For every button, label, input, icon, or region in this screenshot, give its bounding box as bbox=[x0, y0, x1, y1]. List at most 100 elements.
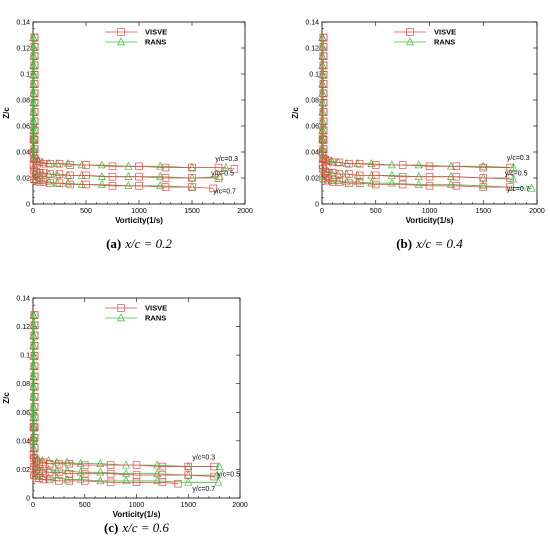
data-point-rans bbox=[96, 476, 105, 485]
curve-annotation: y/c=0.7 bbox=[507, 186, 530, 193]
y-tick-label: 0.1 bbox=[20, 353, 30, 360]
series-line bbox=[321, 34, 514, 180]
data-point-visve bbox=[398, 180, 407, 189]
data-point-visve bbox=[82, 180, 90, 189]
legend-label-visve: VISVE bbox=[434, 28, 456, 37]
data-point-visve bbox=[117, 304, 125, 312]
y-tick-label: 0.14 bbox=[16, 296, 30, 303]
data-point-visve bbox=[30, 175, 38, 184]
data-point-rans bbox=[509, 174, 518, 183]
data-point-visve bbox=[479, 163, 488, 172]
y-tick-label: 0.12 bbox=[305, 46, 319, 53]
curve-annotation: y/c=0.5 bbox=[211, 170, 234, 177]
data-point-visve bbox=[161, 183, 170, 191]
series-line bbox=[321, 34, 514, 168]
data-point-visve bbox=[35, 178, 44, 186]
data-point-visve bbox=[117, 28, 125, 36]
data-point-visve bbox=[106, 461, 115, 469]
series-line bbox=[32, 34, 226, 169]
data-point-visve bbox=[55, 477, 63, 485]
data-point-visve bbox=[324, 157, 333, 165]
data-point-visve bbox=[329, 178, 337, 186]
y-tick-label: 0.02 bbox=[305, 176, 319, 183]
data-point-visve bbox=[425, 172, 434, 181]
data-point-rans bbox=[96, 467, 105, 476]
y-tick-label: 0.04 bbox=[305, 150, 319, 157]
data-point-visve bbox=[345, 159, 353, 168]
series-visve-yc03 bbox=[318, 33, 514, 172]
series-line bbox=[32, 312, 218, 476]
x-tick-label: 0 bbox=[31, 208, 35, 215]
data-point-visve bbox=[452, 182, 461, 190]
x-tick-label: 1500 bbox=[184, 208, 200, 215]
near-wall-profile-band bbox=[321, 35, 324, 159]
data-point-rans bbox=[76, 474, 85, 483]
data-point-visve bbox=[406, 28, 414, 36]
data-point-visve bbox=[55, 170, 64, 178]
curve-annotation: y/c=0.7 bbox=[192, 486, 215, 493]
data-point-visve bbox=[425, 162, 434, 171]
data-point-rans bbox=[387, 160, 396, 169]
caption-text: x/c = 0.2 bbox=[124, 236, 172, 251]
data-point-visve bbox=[46, 159, 54, 168]
series-visve-yc03 bbox=[29, 33, 239, 173]
data-point-visve bbox=[210, 462, 218, 471]
data-point-visve bbox=[324, 169, 333, 177]
data-point-visve bbox=[55, 459, 63, 468]
data-point-rans bbox=[124, 181, 133, 190]
data-point-visve bbox=[318, 161, 327, 169]
series-rans-yc03 bbox=[318, 32, 518, 171]
data-point-visve bbox=[29, 161, 38, 169]
y-tick-label: 0.1 bbox=[20, 72, 30, 79]
series-line bbox=[32, 34, 235, 170]
data-point-rans bbox=[97, 160, 106, 169]
chart-panel-3: 0 0.02 0.04 0.06 0.08 0.1 0.12 0.14 0 500 1000 1500… bbox=[2, 296, 248, 536]
data-point-visve bbox=[66, 161, 74, 169]
data-point-rans bbox=[342, 177, 351, 186]
data-point-visve bbox=[335, 178, 343, 186]
data-point-visve bbox=[35, 169, 44, 177]
y-tick-label: 0.08 bbox=[16, 98, 30, 105]
data-point-rans bbox=[527, 183, 536, 192]
data-point-rans bbox=[414, 179, 423, 188]
curve-annotation: y/c=0.3 bbox=[192, 454, 215, 461]
data-point-rans bbox=[53, 159, 62, 167]
caption-label: (b) bbox=[396, 236, 412, 251]
x-tick-label: 2000 bbox=[529, 208, 545, 215]
data-point-visve bbox=[39, 475, 48, 484]
data-point-visve bbox=[479, 174, 488, 182]
data-point-visve bbox=[335, 170, 343, 178]
data-point-visve bbox=[106, 469, 115, 478]
data-point-visve bbox=[39, 467, 48, 475]
data-point-visve bbox=[184, 462, 193, 471]
series-line bbox=[32, 312, 219, 483]
curve-annotation: y/c=0.7 bbox=[213, 189, 236, 196]
data-point-visve bbox=[188, 163, 196, 172]
x-tick-label: 1000 bbox=[131, 208, 147, 215]
data-point-visve bbox=[452, 172, 461, 181]
y-tick-label: 0.08 bbox=[305, 98, 319, 105]
x-tick-label: 1000 bbox=[422, 208, 438, 215]
curve-annotation: y/c=0.5 bbox=[217, 472, 240, 479]
y-tick-label: 0.06 bbox=[305, 124, 319, 131]
y-tick-label: 0 bbox=[26, 202, 30, 209]
series-rans-yc05 bbox=[318, 32, 518, 183]
series-visve-yc03 bbox=[29, 311, 218, 471]
data-point-visve bbox=[174, 479, 182, 488]
data-point-visve bbox=[479, 183, 488, 191]
data-point-visve bbox=[106, 478, 115, 487]
panel-caption: (a) x/c = 0.2 bbox=[106, 236, 172, 251]
data-point-visve bbox=[506, 163, 514, 172]
data-point-rans bbox=[96, 459, 105, 467]
data-point-visve bbox=[158, 462, 167, 471]
data-point-rans bbox=[447, 179, 455, 188]
y-tick-label: 0.02 bbox=[16, 176, 30, 183]
data-point-visve bbox=[65, 459, 73, 468]
data-point-visve bbox=[425, 182, 434, 190]
data-point-visve bbox=[65, 477, 73, 485]
series-line bbox=[321, 34, 511, 169]
data-point-visve bbox=[372, 180, 380, 189]
data-point-rans bbox=[77, 170, 86, 179]
data-point-visve bbox=[188, 174, 196, 182]
